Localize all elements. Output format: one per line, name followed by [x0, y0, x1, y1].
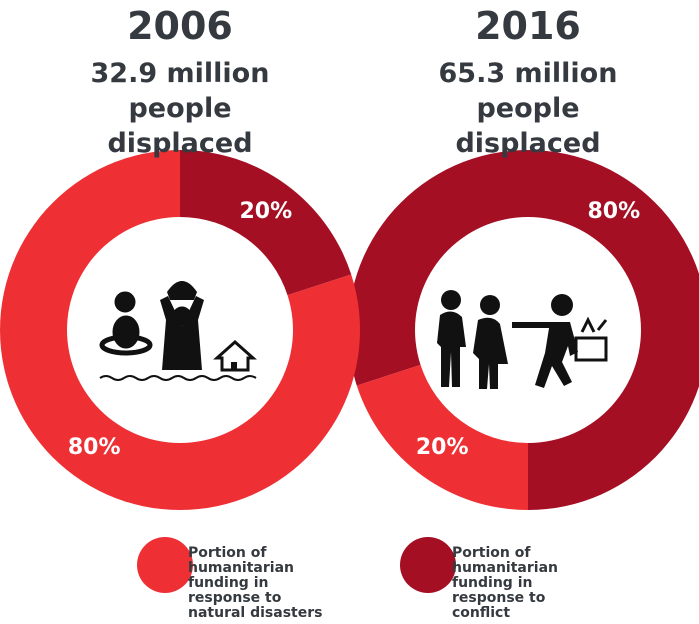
value-label: 20% — [416, 435, 469, 460]
conflict-icon — [437, 290, 606, 389]
legend-label: Portion of humanitarian funding in respo… — [452, 546, 602, 621]
legend-label: Portion of humanitarian funding in respo… — [188, 546, 338, 621]
chart-title: 2016 — [378, 4, 678, 48]
chart-subtitle: 32.9 million people displaced — [65, 56, 295, 161]
chart-title: 2006 — [30, 4, 330, 48]
chart-subtitle: 65.3 million people displaced — [413, 56, 643, 161]
infographic: 20% 80% 20% 80% 2006 32.9 million people di… — [0, 0, 699, 624]
value-label: 80% — [68, 435, 121, 460]
value-label: 80% — [587, 199, 640, 224]
flood-icon — [100, 281, 256, 380]
legend-swatch — [137, 537, 193, 593]
legend-swatch — [400, 537, 456, 593]
value-label: 20% — [239, 199, 292, 224]
